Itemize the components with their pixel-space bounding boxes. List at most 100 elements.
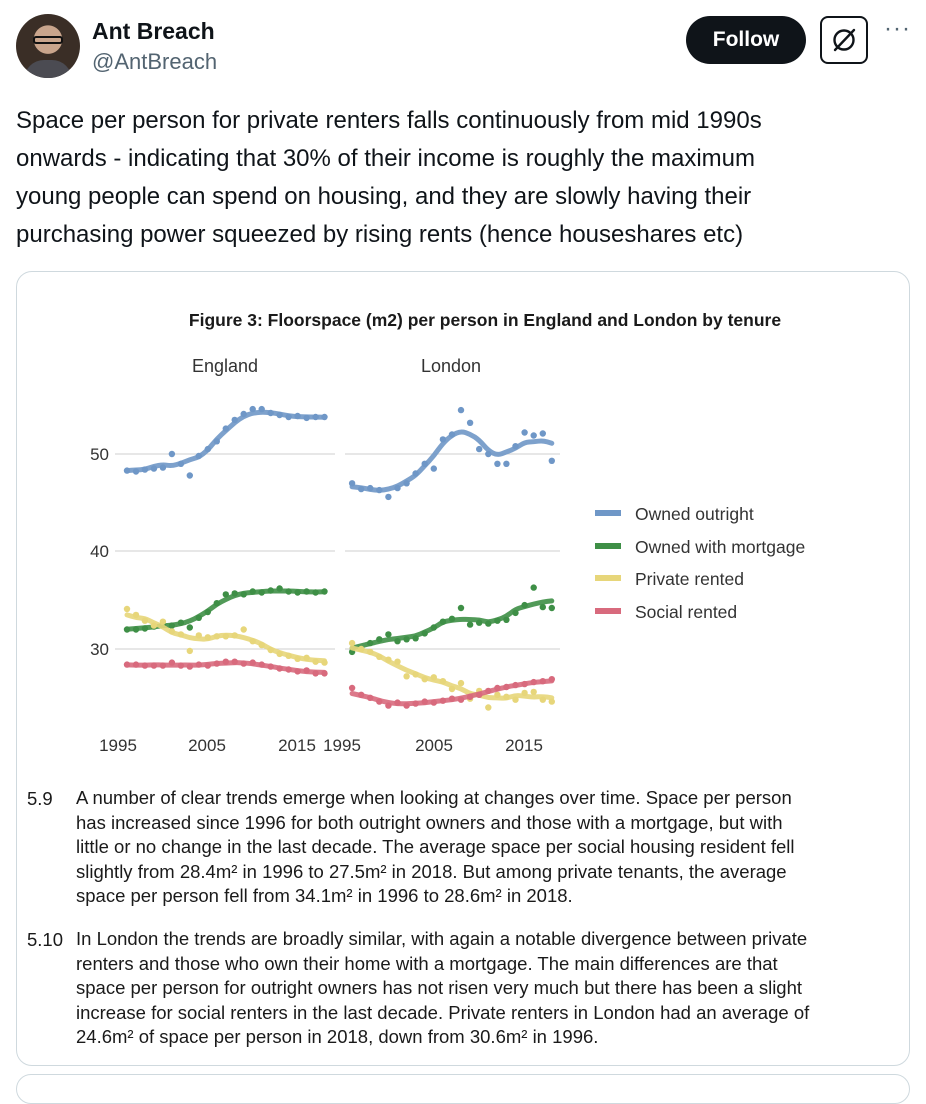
data-point-owned-with-mortgage — [258, 589, 265, 596]
data-point-owned-outright — [466, 419, 474, 426]
data-point-owned-with-mortgage — [195, 614, 202, 621]
data-point-owned-with-mortgage — [267, 587, 274, 594]
data-point-owned-with-mortgage — [385, 631, 392, 638]
panel-title-england: England — [192, 356, 258, 376]
grok-button[interactable] — [820, 16, 868, 64]
data-point-private-rented — [439, 678, 447, 685]
legend-private-rented: Private rented — [635, 569, 744, 589]
data-point-private-rented — [321, 659, 328, 666]
data-point-owned-outright — [294, 412, 301, 420]
data-point-social-rented — [476, 691, 483, 698]
data-point-social-rented — [358, 691, 365, 698]
legend: Owned outright Owned with mortgage Priva… — [595, 504, 805, 622]
data-point-owned-outright — [548, 457, 555, 464]
data-point-private-rented — [186, 647, 193, 655]
paragraph-5-9: A number of clear trends emerge when loo… — [76, 786, 795, 909]
data-point-owned-with-mortgage — [494, 617, 501, 624]
data-point-social-rented — [439, 697, 447, 704]
x-tick-england-1995: 1995 — [99, 736, 137, 752]
data-point-owned-with-mortgage — [186, 624, 193, 631]
legend-social-rented: Social rented — [635, 602, 737, 622]
data-point-owned-outright — [421, 460, 428, 467]
data-point-owned-outright — [267, 409, 274, 417]
data-point-owned-with-mortgage — [132, 626, 140, 633]
paragraph-line: In London the trends are broadly similar… — [76, 928, 808, 949]
data-point-owned-with-mortgage — [476, 619, 483, 626]
data-point-social-rented — [204, 662, 211, 669]
avatar-glasses — [33, 36, 63, 44]
data-point-owned-with-mortgage — [294, 589, 301, 596]
user-handle[interactable]: @AntBreach — [92, 49, 218, 74]
data-point-social-rented — [394, 699, 401, 706]
plot-england — [123, 405, 328, 677]
data-point-private-rented — [240, 626, 247, 633]
data-point-private-rented — [303, 654, 310, 661]
avatar[interactable] — [16, 14, 80, 78]
data-point-owned-outright — [303, 414, 310, 422]
avatar-shirt — [24, 60, 72, 78]
data-point-private-rented — [485, 704, 492, 711]
floorspace-chart: Figure 3: Floorspace (m2) per person in … — [90, 310, 805, 752]
data-point-owned-outright — [430, 465, 437, 472]
data-point-owned-with-mortgage — [548, 604, 555, 612]
data-point-owned-with-mortgage — [303, 588, 310, 595]
data-point-owned-outright — [213, 438, 220, 445]
data-point-social-rented — [448, 695, 456, 702]
tweet-image[interactable]: Figure 3: Floorspace (m2) per person in … — [16, 271, 910, 1066]
data-point-owned-with-mortgage — [222, 591, 229, 598]
data-point-owned-with-mortgage — [367, 639, 374, 647]
more-options-icon[interactable]: ··· — [884, 15, 911, 42]
data-point-owned-outright — [123, 467, 131, 474]
data-point-private-rented — [177, 631, 185, 638]
data-point-owned-with-mortgage — [421, 630, 428, 637]
data-point-social-rented — [521, 680, 528, 688]
data-point-social-rented — [403, 702, 410, 709]
display-name[interactable]: Ant Breach — [92, 18, 215, 44]
data-point-owned-with-mortgage — [231, 590, 238, 597]
data-point-owned-outright — [494, 460, 501, 467]
paragraph-line: slightly from 28.4m² in 1996 to 27.5m² i… — [76, 860, 787, 882]
data-point-owned-outright — [186, 472, 193, 479]
data-point-social-rented — [412, 700, 419, 707]
data-point-owned-with-mortgage — [412, 635, 419, 642]
data-point-owned-outright — [249, 405, 256, 413]
data-point-social-rented — [494, 684, 501, 692]
data-point-private-rented — [430, 674, 437, 681]
data-point-owned-with-mortgage — [466, 621, 474, 628]
data-point-social-rented — [213, 660, 220, 667]
data-point-owned-outright — [195, 452, 202, 460]
x-tick-england-2015: 2015 — [278, 736, 316, 752]
data-point-owned-outright — [530, 432, 537, 439]
data-point-social-rented — [123, 661, 131, 668]
data-point-private-rented — [539, 696, 546, 703]
data-point-owned-with-mortgage — [376, 636, 383, 643]
data-point-social-rented — [249, 659, 256, 666]
data-point-private-rented — [132, 611, 140, 619]
data-point-owned-with-mortgage — [485, 620, 492, 627]
data-point-owned-with-mortgage — [512, 609, 519, 617]
data-point-social-rented — [539, 678, 546, 685]
data-point-owned-outright — [321, 413, 328, 421]
data-point-social-rented — [321, 670, 328, 677]
data-point-owned-outright — [222, 425, 229, 432]
data-point-owned-outright — [503, 460, 510, 467]
data-point-social-rented — [348, 684, 356, 692]
data-point-private-rented — [494, 691, 501, 698]
follow-button[interactable]: Follow — [686, 16, 806, 64]
paragraph-number: 5.10 — [27, 929, 64, 950]
data-point-private-rented — [168, 628, 176, 635]
tweet-text: Space per person for private renters fal… — [16, 107, 762, 248]
data-point-owned-outright — [204, 445, 211, 453]
trend-line-owned-with-mortgage — [349, 598, 555, 651]
data-point-owned-outright — [385, 493, 392, 501]
data-point-private-rented — [159, 618, 167, 625]
data-point-owned-outright — [521, 429, 528, 436]
data-point-owned-with-mortgage — [285, 588, 292, 595]
data-point-owned-with-mortgage — [168, 622, 176, 629]
data-point-social-rented — [457, 696, 465, 703]
data-point-social-rented — [150, 662, 158, 669]
grok-icon — [833, 28, 856, 52]
data-point-owned-outright — [240, 410, 247, 418]
paragraph-5-10: In London the trends are broadly similar… — [76, 927, 809, 1050]
data-point-owned-outright — [376, 486, 383, 494]
